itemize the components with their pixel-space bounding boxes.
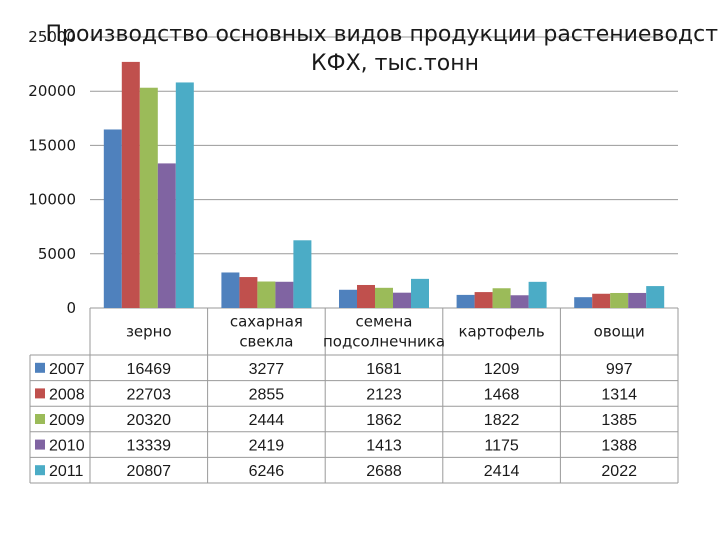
- bar-2008-0: [121, 61, 140, 309]
- chart-title-line-1: Производство основных видов продукции ра…: [46, 22, 720, 47]
- data-label: 1468: [484, 386, 520, 403]
- legend-swatch-2010: [35, 439, 45, 450]
- bar-2008-4: [592, 293, 611, 308]
- series-name-label: 2007: [49, 361, 85, 378]
- legend-swatch-2008: [35, 388, 45, 399]
- data-label: 1385: [601, 412, 637, 429]
- data-label: 2688: [366, 463, 402, 480]
- data-label: 6246: [249, 463, 285, 480]
- data-label: 2444: [249, 412, 285, 429]
- bar-2010-1: [275, 281, 294, 308]
- data-label: 16469: [127, 361, 172, 378]
- category-label: овощи: [594, 323, 645, 341]
- data-label: 2419: [249, 438, 285, 455]
- bar-2007-3: [456, 294, 475, 308]
- series-name-label: 2010: [49, 438, 85, 455]
- bar-2008-1: [239, 277, 258, 308]
- data-label: 3277: [249, 361, 285, 378]
- data-label: 13339: [127, 438, 172, 455]
- data-label: 20320: [127, 412, 172, 429]
- y-tick-label: 15000: [28, 136, 76, 154]
- bar-2009-1: [257, 281, 276, 308]
- bar-2011-0: [175, 82, 194, 308]
- bar-2011-4: [646, 286, 665, 308]
- chart-title-line-2: КФХ, тыс.тонн: [311, 51, 479, 76]
- bar-2007-2: [339, 289, 357, 308]
- y-tick-label: 10000: [28, 191, 76, 209]
- y-axis: 0 5000 10000 15000 20000 25000: [28, 28, 76, 317]
- y-tick-label: 0: [66, 299, 76, 317]
- bar-2009-0: [139, 87, 158, 308]
- data-label: 1175: [484, 438, 519, 455]
- y-tick-label: 20000: [28, 82, 76, 100]
- data-label: 20807: [127, 463, 172, 480]
- data-label: 2414: [484, 463, 520, 480]
- bar-2008-3: [474, 292, 493, 308]
- bar-2011-3: [528, 281, 547, 308]
- bar-2009-2: [375, 287, 393, 308]
- legend-swatch-2011: [35, 465, 45, 476]
- series-name-label: 2011: [49, 463, 84, 480]
- category-label: картофель: [459, 323, 545, 341]
- bars: [103, 61, 665, 309]
- data-label: 1388: [601, 438, 637, 455]
- series-name-label: 2009: [49, 412, 85, 429]
- data-label: 1862: [366, 412, 402, 429]
- category-label: семена: [355, 313, 412, 331]
- bar-2010-3: [510, 295, 529, 308]
- bar-2010-4: [628, 292, 647, 308]
- bar-2011-1: [293, 240, 312, 308]
- bar-2007-1: [221, 272, 240, 308]
- bar-2009-3: [492, 288, 511, 308]
- category-label: свекла: [239, 333, 293, 351]
- bar-2011-2: [411, 278, 429, 308]
- data-label: 1413: [366, 438, 402, 455]
- category-label: сахарная: [230, 313, 303, 331]
- category-label: зерно: [126, 323, 172, 341]
- bar-2007-4: [574, 297, 593, 308]
- category-label: подсолнечника: [323, 333, 445, 351]
- data-label: 1681: [366, 361, 402, 378]
- data-label: 1314: [601, 386, 637, 403]
- data-label: 2855: [249, 386, 285, 403]
- bar-2010-0: [157, 163, 176, 308]
- data-label: 997: [606, 361, 633, 378]
- data-label: 1822: [484, 412, 520, 429]
- data-label: 2123: [366, 386, 402, 403]
- legend-swatch-2009: [35, 414, 45, 424]
- y-tick-label: 25000: [28, 28, 76, 46]
- data-label: 2022: [601, 463, 637, 480]
- series-name-label: 2008: [49, 386, 85, 403]
- y-tick-label: 5000: [38, 245, 76, 263]
- bar-2007-0: [103, 129, 122, 308]
- legend-swatch-2007: [35, 362, 45, 373]
- data-table: зерно сахарная свекла семена подсолнечника ка…: [29, 308, 679, 484]
- bar-2008-2: [357, 284, 375, 308]
- bar-2010-2: [393, 292, 411, 308]
- bar-2009-4: [610, 292, 629, 308]
- data-label: 1209: [484, 361, 520, 378]
- data-label: 22703: [127, 386, 172, 403]
